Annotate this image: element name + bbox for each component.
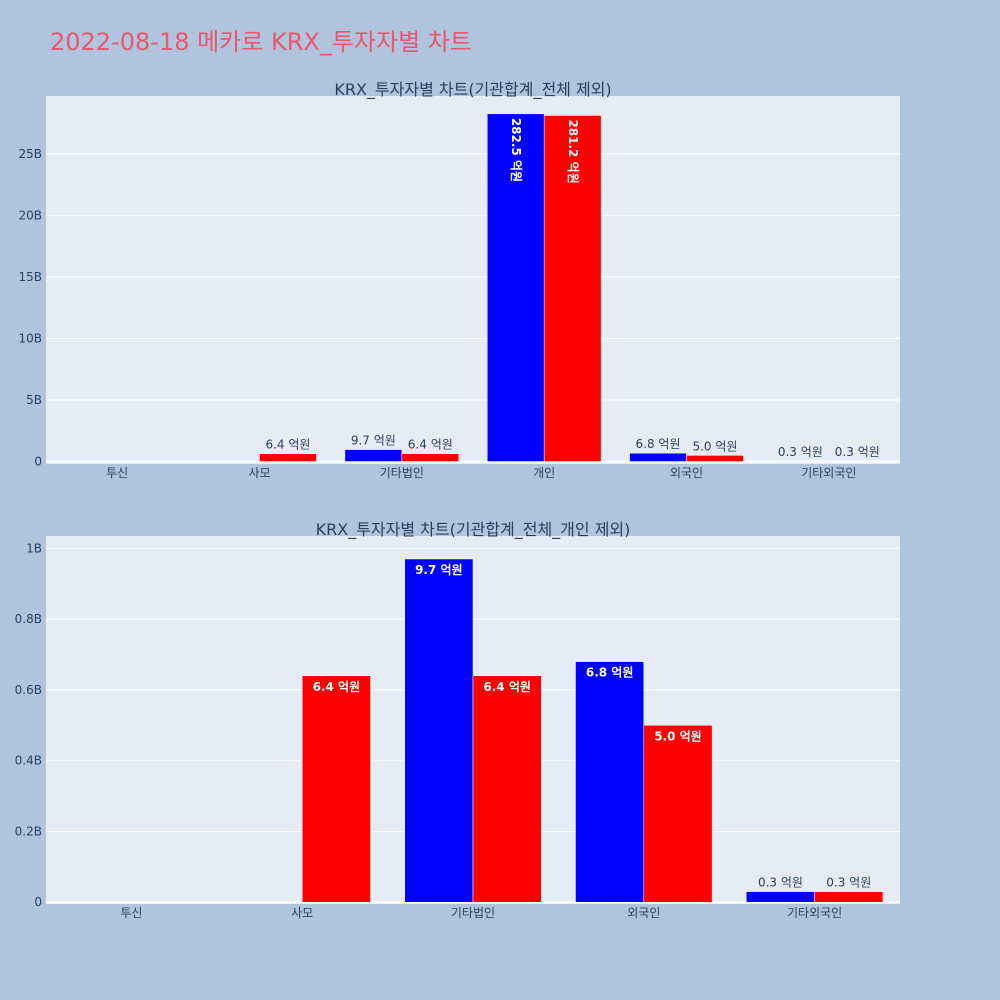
y-tick-label: 0 xyxy=(34,455,42,469)
x-tick-label: 투신 xyxy=(120,906,142,920)
data-label: 9.7 억원 xyxy=(415,563,463,577)
bar xyxy=(629,452,687,462)
plot-area xyxy=(46,96,900,464)
chart-2: 0 0.2B 0.4B 0.6B 0.8B 1B KRX_투자자별 차트(기관합계_전체_개… xyxy=(15,520,900,920)
y-tick-label: 25B xyxy=(18,147,42,161)
bar xyxy=(643,725,713,903)
y-tick-label: 0.4B xyxy=(15,754,42,768)
x-tick-label: 외국인 xyxy=(670,466,703,480)
data-label: 6.8 억원 xyxy=(636,437,681,451)
x-tick-label: 기타외국인 xyxy=(801,466,856,480)
bar xyxy=(575,661,645,903)
bar xyxy=(404,558,474,903)
y-tick-label: 0.8B xyxy=(15,612,42,626)
data-label: 5.0 억원 xyxy=(654,729,702,743)
bar xyxy=(686,455,744,462)
chart-title: KRX_투자자별 차트(기관합계_전체_개인 제외) xyxy=(316,520,631,540)
bar xyxy=(543,115,602,462)
bar xyxy=(472,675,542,903)
data-label: 6.8 억원 xyxy=(586,666,634,680)
y-tick-label: 10B xyxy=(18,331,42,345)
data-label: 6.4 억원 xyxy=(408,438,453,452)
data-label: 6.4 억원 xyxy=(313,680,361,694)
data-label: 282.5 억원 xyxy=(509,118,523,182)
y-tick-label: 5B xyxy=(26,393,42,407)
bar xyxy=(814,891,884,903)
data-label: 5.0 억원 xyxy=(692,439,737,453)
bar xyxy=(301,675,371,903)
x-tick-label: 기타법인 xyxy=(380,466,424,480)
y-tick-label: 15B xyxy=(18,270,42,284)
x-tick-label: 기타외국인 xyxy=(787,906,842,920)
data-label: 0.3 억원 xyxy=(826,876,871,890)
bar xyxy=(344,449,403,462)
bar xyxy=(746,891,815,903)
x-tick-label: 개인 xyxy=(533,466,555,480)
y-tick-label: 1B xyxy=(26,541,42,555)
y-tick-label: 0 xyxy=(34,895,42,909)
x-tick-label: 사모 xyxy=(291,906,313,920)
x-tick-label: 외국인 xyxy=(627,906,660,920)
y-tick-label: 0.6B xyxy=(15,683,42,697)
bar xyxy=(401,453,460,462)
data-label: 6.4 억원 xyxy=(483,680,531,694)
x-tick-label: 투신 xyxy=(106,466,128,480)
data-label: 6.4 억원 xyxy=(265,438,310,452)
chart-1: 0 5B 10B 15B 20B 25B KRX_투자자별 차트(기관합계_전체 제외) 투신… xyxy=(18,80,900,480)
data-label: 281.2 억원 xyxy=(566,119,580,183)
x-tick-label: 기타법인 xyxy=(451,906,495,920)
page-title: 2022-08-18 메카로 KRX_투자자별 차트 xyxy=(50,28,472,56)
y-tick-label: 0.2B xyxy=(15,824,42,838)
data-label: 0.3 억원 xyxy=(758,876,803,890)
data-label: 0.3 억원 xyxy=(835,445,880,459)
chart-title: KRX_투자자별 차트(기관합계_전체 제외) xyxy=(334,80,611,100)
data-label: 9.7 억원 xyxy=(351,434,396,448)
data-label: 0.3 억원 xyxy=(778,445,823,459)
y-tick-label: 20B xyxy=(18,208,42,222)
x-tick-label: 사모 xyxy=(248,466,270,480)
bar xyxy=(259,453,317,462)
